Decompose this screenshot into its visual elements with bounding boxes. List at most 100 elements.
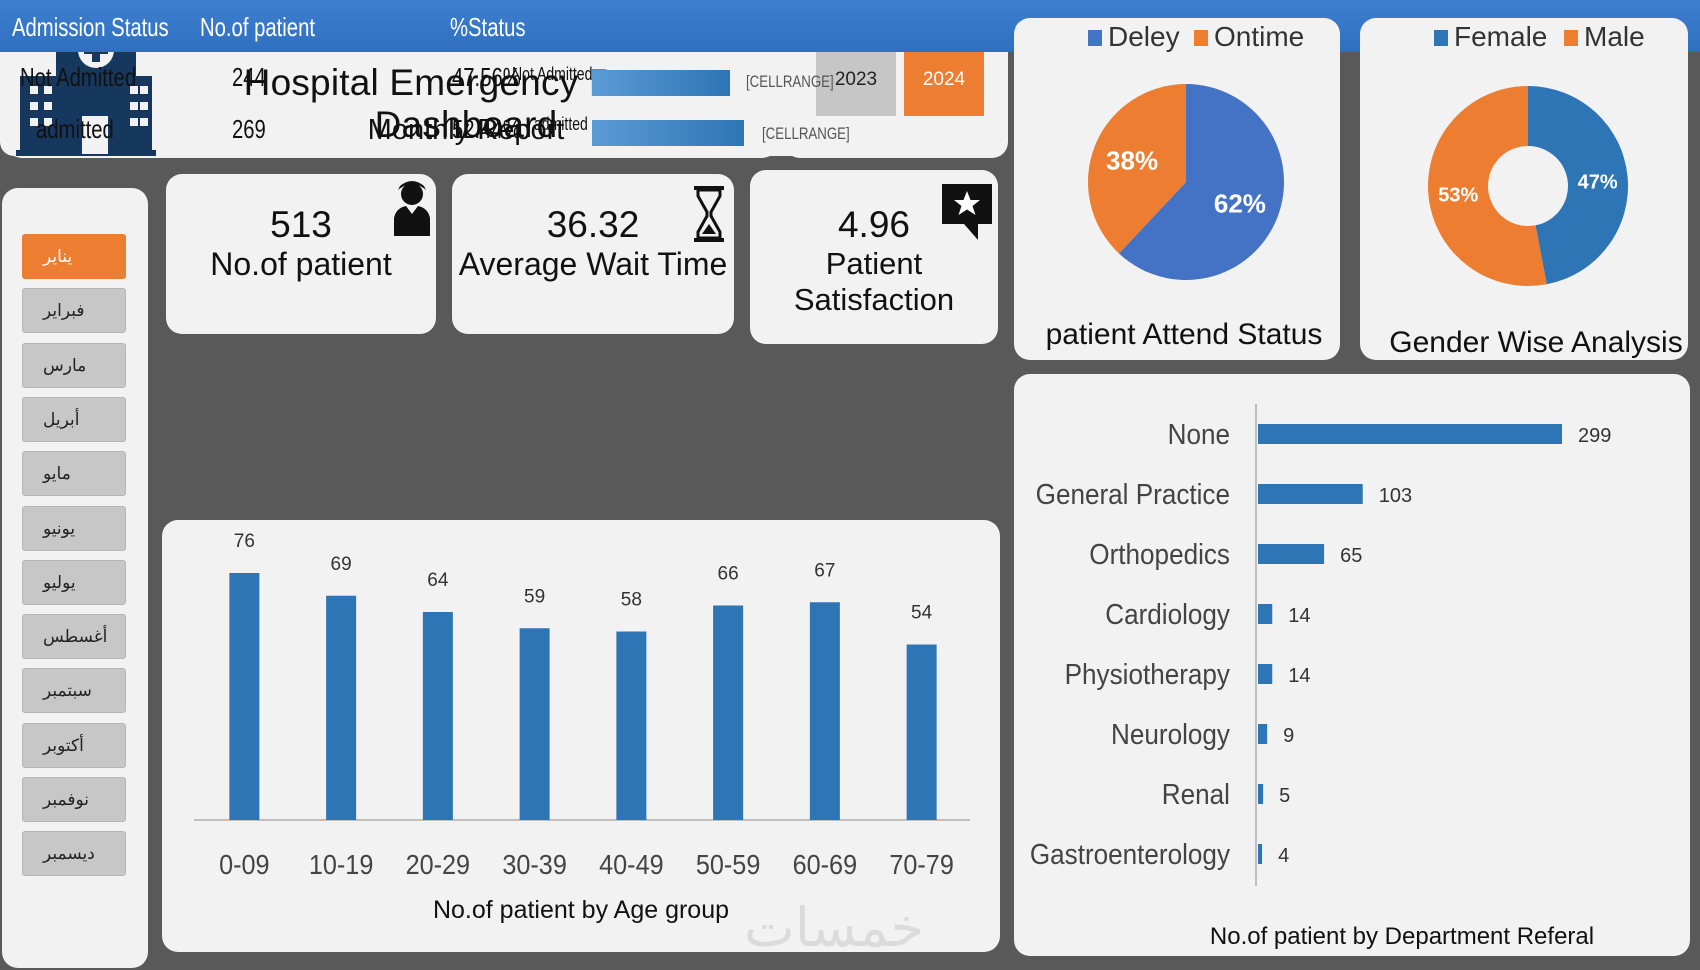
admission-header-count: No.of patient — [200, 12, 316, 42]
age-tick-label: 50-59 — [696, 849, 760, 881]
age-data-label: 69 — [331, 554, 352, 575]
dept-tick-label: Neurology — [1111, 718, 1230, 751]
dept-data-label: 65 — [1340, 545, 1362, 567]
dept-data-label: 299 — [1578, 425, 1611, 447]
legend-label: Ontime — [1214, 21, 1304, 52]
age-bar — [809, 602, 840, 820]
dept-tick-label: Gastroenterology — [1030, 838, 1230, 871]
dept-data-label: 4 — [1278, 845, 1289, 867]
age-group-chart: 76 0-09 69 10-19 64 20-29 59 30-39 58 40-49 66 50-5… — [194, 531, 970, 924]
age-tick-label: 30-39 — [502, 849, 566, 881]
admission-table: Admission Status No.of patient %Status N… — [0, 0, 1700, 156]
dept-bar — [1258, 604, 1273, 624]
legend-label: Female — [1454, 21, 1547, 52]
month-button[interactable]: يوليو — [22, 559, 126, 605]
pie-data-label: 62% — [1214, 188, 1266, 218]
month-button[interactable]: سبتمبر — [22, 668, 126, 714]
age-data-label: 59 — [524, 586, 545, 607]
kpi-wait-value: 36.32 — [546, 204, 640, 245]
legend-swatch — [1564, 30, 1578, 46]
month-button[interactable]: ديسمبر — [22, 831, 126, 877]
age-tick-label: 60-69 — [793, 849, 857, 881]
age-tick-label: 70-79 — [889, 849, 953, 881]
legend-swatch — [1434, 30, 1448, 46]
month-button[interactable]: يناير — [22, 234, 126, 279]
age-data-label: 67 — [814, 560, 835, 581]
dept-data-label: 14 — [1288, 665, 1310, 687]
pie-data-label: 38% — [1106, 146, 1158, 176]
month-button[interactable]: أكتوبر — [22, 722, 126, 768]
admission-bar-label: Not Admitted — [512, 64, 593, 84]
admission-header-status: Admission Status — [12, 12, 169, 42]
month-button[interactable]: أبريل — [22, 396, 126, 442]
kpi-satisfaction-card: 4.96 Patient Satisfaction — [750, 170, 998, 344]
admission-range-label: [CELLRANGE] — [746, 72, 834, 91]
age-chart-title: No.of patient by Age group — [433, 896, 729, 924]
age-tick-label: 0-09 — [219, 849, 269, 881]
admission-share-bar — [592, 120, 745, 146]
dept-data-label: 5 — [1279, 785, 1290, 807]
age-data-label: 54 — [911, 603, 933, 624]
hourglass-icon — [694, 186, 724, 242]
dept-bar — [1258, 664, 1273, 684]
kpi-satisfaction-value: 4.96 — [837, 204, 910, 245]
legend-swatch — [1194, 30, 1208, 46]
kpi-patients-card: 513 No.of patient — [166, 174, 436, 334]
age-bar — [422, 612, 453, 820]
month-button[interactable]: أغسطس — [22, 614, 126, 660]
dept-data-label: 14 — [1288, 605, 1310, 627]
year-2024-button[interactable]: 2024 — [904, 44, 984, 116]
admission-status-cell: admitted — [36, 114, 114, 144]
age-bar — [229, 573, 260, 820]
department-chart: None 299 General Practice 103 Orthopedics 65 C… — [1030, 404, 1611, 950]
dept-bar — [1258, 424, 1562, 444]
admission-table-header: Admission Status No.of patient %Status — [0, 0, 1700, 52]
dept-data-label: 103 — [1379, 485, 1412, 507]
pie-chart-title: patient Attend Status — [1046, 318, 1323, 351]
age-tick-label: 10-19 — [309, 849, 373, 881]
dept-tick-label: None — [1168, 418, 1230, 451]
star-feedback-icon — [942, 184, 992, 240]
month-button[interactable]: مارس — [22, 342, 126, 388]
age-group-chart-panel: 76 0-09 69 10-19 64 20-29 59 30-39 58 40-49 66 50-5… — [162, 520, 1000, 952]
kpi-satisfaction-label: Patient Satisfaction — [793, 246, 955, 317]
month-button[interactable]: نوفمبر — [22, 777, 126, 822]
table-row: Not Admitted 244 47.56% Not Admitted [CE… — [0, 52, 1700, 104]
pie-chart-title: Gender Wise Analysis — [1389, 326, 1682, 359]
legend-label: Male — [1584, 21, 1645, 52]
page-title: Hospital Emergency Room Dashboard — [243, 62, 689, 145]
admission-share-bar — [592, 70, 730, 96]
admission-status-cell: Not Admitted — [20, 62, 137, 92]
month-button[interactable]: يونيو — [22, 505, 126, 551]
dept-bar — [1258, 784, 1264, 804]
admission-header-pct: %Status — [450, 12, 526, 42]
age-data-label: 76 — [234, 531, 255, 552]
age-data-label: 64 — [427, 570, 449, 591]
pie-slice — [1428, 86, 1547, 286]
dept-tick-label: Cardiology — [1105, 598, 1230, 631]
month-button[interactable]: فبراير — [22, 288, 126, 334]
age-bar — [519, 628, 550, 820]
admission-pct-cell: 47.56% — [452, 62, 521, 92]
attend-status-chart: Deley Ontime 62% 38% patient Attend Status — [1046, 21, 1323, 351]
dept-data-label: 9 — [1283, 725, 1294, 747]
age-data-label: 58 — [621, 590, 642, 611]
dept-tick-label: Orthopedics — [1089, 538, 1230, 571]
month-button[interactable]: مايو — [22, 451, 126, 497]
kpi-patients-label: No.of patient — [210, 246, 392, 282]
year-2023-button[interactable]: 2023 — [816, 44, 896, 116]
pie-data-label: 47% — [1578, 171, 1618, 193]
page-subtitle: Monthly Report — [367, 114, 565, 146]
admission-pct-cell: 52.44% — [452, 114, 521, 144]
pie-data-label: 53% — [1438, 185, 1478, 207]
legend-label: Deley — [1108, 21, 1180, 52]
kpi-patients-value: 513 — [270, 204, 332, 245]
kpi-wait-card: 36.32 Average Wait Time — [452, 174, 734, 334]
dept-bar — [1258, 544, 1325, 564]
age-tick-label: 40-49 — [599, 849, 663, 881]
person-icon — [394, 181, 430, 236]
age-tick-label: 20-29 — [406, 849, 470, 881]
dept-tick-label: Physiotherapy — [1065, 658, 1231, 691]
dept-bar — [1258, 724, 1268, 744]
age-bar — [906, 644, 937, 820]
